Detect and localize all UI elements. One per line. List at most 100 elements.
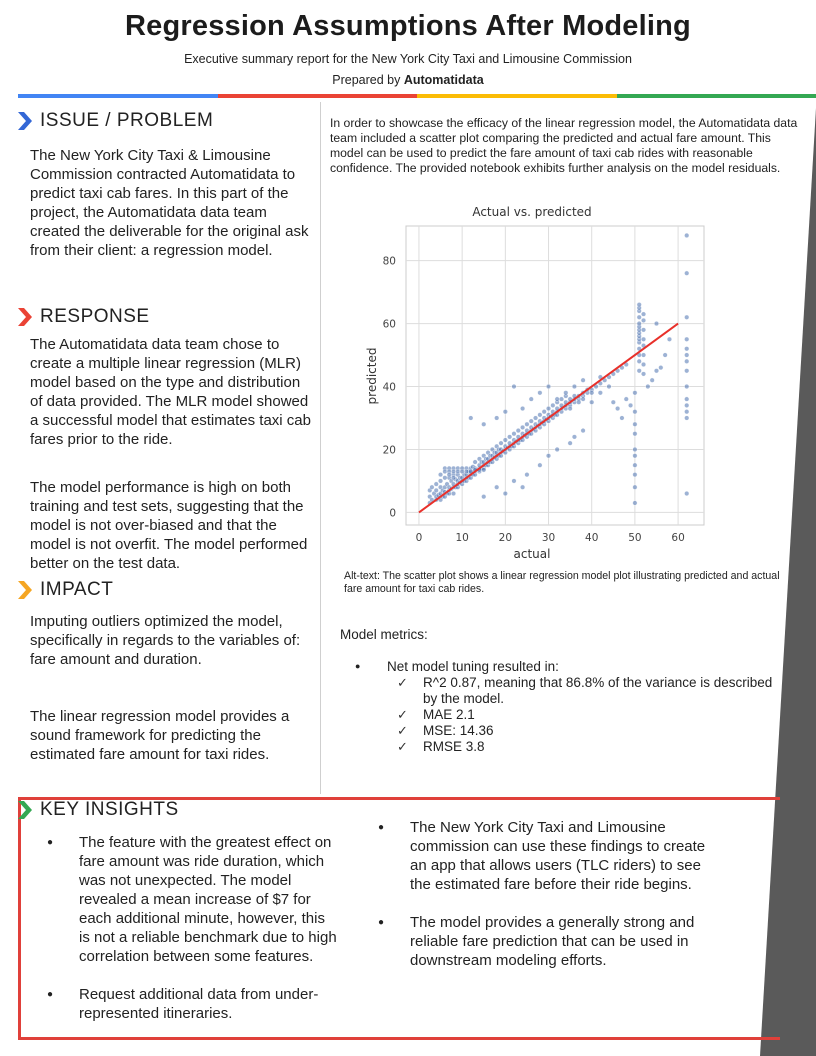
scatter-point (684, 415, 690, 421)
scatter-point (528, 396, 534, 402)
scatter-point (451, 468, 457, 474)
scatter-point (684, 396, 690, 402)
scatter-point (494, 415, 500, 421)
scatter-point (546, 384, 552, 390)
y-tick-label: 0 (389, 507, 396, 519)
scatter-point (662, 352, 668, 358)
scatter-point (632, 421, 638, 427)
scatter-point (433, 481, 439, 487)
chart-title: Actual vs. predicted (472, 205, 591, 219)
scatter-point (641, 352, 647, 358)
scatter-point (641, 361, 647, 367)
scatter-point (438, 478, 444, 484)
issue-text: The New York City Taxi & Limousine Commi… (30, 147, 309, 259)
scatter-point (546, 406, 552, 412)
chart-fit-line (418, 322, 679, 514)
regression-line (418, 322, 679, 514)
metric-item-text: MSE: 14.36 (423, 723, 494, 738)
insights-right-list: The New York City Taxi and Limousine com… (378, 818, 708, 989)
scatter-point (580, 428, 586, 434)
impact-heading-label: IMPACT (40, 579, 114, 600)
scatter-point (446, 472, 452, 478)
scatter-point (632, 472, 638, 478)
scatter-point (520, 406, 526, 412)
scatter-point (537, 412, 543, 418)
scatter-point (567, 406, 573, 412)
y-tick-label: 60 (383, 319, 396, 331)
check-icon: ✓ (397, 723, 408, 738)
scatter-point (524, 421, 530, 427)
insight-item: The model provides a generally strong an… (378, 913, 708, 970)
scatter-point (632, 390, 638, 396)
scatter-point (546, 453, 552, 459)
x-tick-label: 60 (671, 532, 684, 544)
chevron-right-icon (18, 581, 32, 599)
key-insights-box (18, 797, 780, 1040)
scatter-point (589, 399, 595, 405)
scatter-point (610, 399, 616, 405)
insight-item: The New York City Taxi and Limousine com… (378, 818, 708, 894)
scatter-point (684, 384, 690, 390)
scatter-point (684, 491, 690, 497)
scatter-point (554, 446, 560, 452)
x-tick-label: 50 (628, 532, 641, 544)
scatter-point (429, 484, 435, 490)
scatter-point (632, 484, 638, 490)
prepared-by-prefix: Prepared by (332, 73, 404, 87)
issue-heading: ISSUE / PROBLEM (18, 110, 213, 132)
scatter-point (636, 321, 642, 327)
scatter-point (455, 468, 461, 474)
color-bar (18, 94, 816, 98)
scatter-point (684, 368, 690, 374)
chart-intro-text: In order to showcase the efficacy of the… (330, 116, 798, 175)
scatter-point (511, 478, 517, 484)
metric-item: ✓ R^2 0.87, meaning that 86.8% of the var… (355, 675, 775, 707)
color-bar-green (616, 94, 816, 98)
scatter-point (558, 396, 564, 402)
scatter-point (623, 396, 629, 402)
scatter-point (468, 415, 474, 421)
chart-x-axis-label: actual (514, 547, 551, 561)
scatter-point (636, 358, 642, 364)
metric-item-text: MAE 2.1 (423, 707, 475, 722)
scatter-point (653, 321, 659, 327)
prepared-by: Prepared by Automatidata (0, 73, 816, 87)
scatter-point (481, 421, 487, 427)
scatter-point (481, 467, 487, 473)
scatter-point (632, 500, 638, 506)
scatter-point (606, 384, 612, 390)
response-heading: RESPONSE (18, 306, 150, 328)
x-tick-label: 0 (416, 532, 423, 544)
scatter-point (619, 415, 625, 421)
x-tick-label: 10 (455, 532, 468, 544)
scatter-point (528, 418, 534, 424)
scatter-point (597, 390, 603, 396)
scatter-point (554, 396, 560, 402)
scatter-point (645, 384, 651, 390)
scatter-point (502, 437, 508, 443)
scatter-point (684, 402, 690, 408)
scatter-point (580, 377, 586, 383)
scatter-point (433, 487, 439, 493)
metric-item: ✓ MSE: 14.36 (355, 723, 775, 739)
response-text-1: The Automatidata data team chose to crea… (30, 336, 311, 448)
scatter-point (653, 368, 659, 374)
scatter-point (442, 468, 448, 474)
scatter-point (533, 415, 539, 421)
scatter-point (550, 402, 556, 408)
chevron-right-icon (18, 801, 32, 819)
metric-item-text: RMSE 3.8 (423, 739, 485, 754)
x-tick-label: 30 (542, 532, 555, 544)
report-header: Regression Assumptions After Modeling Ex… (0, 0, 816, 96)
scatter-point (438, 472, 444, 478)
prepared-by-company: Automatidata (403, 73, 484, 87)
scatter-point (567, 440, 573, 446)
insight-item: Request additional data from under-repre… (47, 985, 339, 1023)
scatter-point (571, 434, 577, 440)
scatter-point (684, 336, 690, 342)
scatter-point (502, 409, 508, 415)
scatter-point (615, 406, 621, 412)
scatter-point (580, 396, 586, 402)
scatter-point (684, 352, 690, 358)
